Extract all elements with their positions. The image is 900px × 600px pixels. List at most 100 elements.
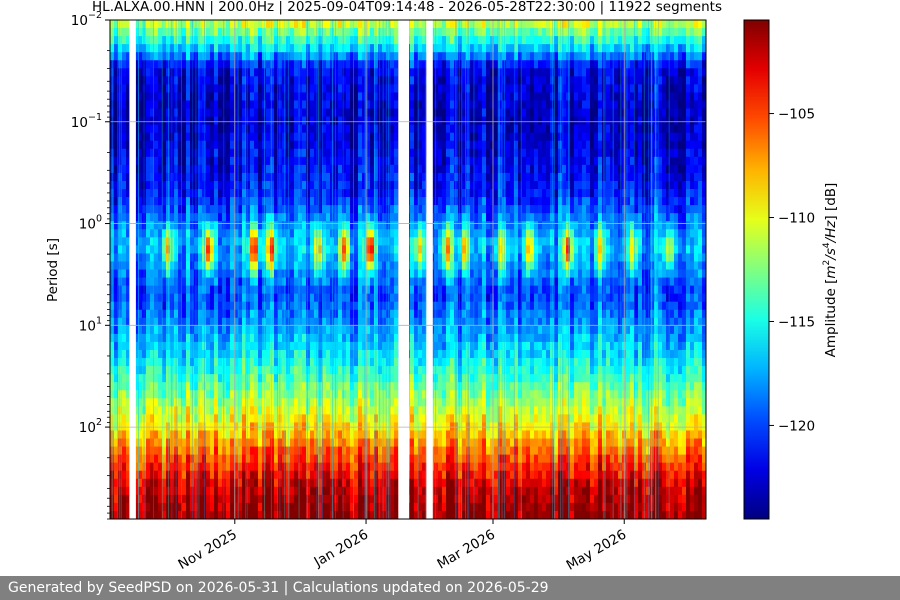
heatmap-cell <box>258 197 263 206</box>
heatmap-cell <box>250 382 255 391</box>
heatmap-cell <box>358 293 363 303</box>
heatmap-cell <box>350 197 355 206</box>
heatmap-cell <box>374 76 379 85</box>
heatmap-cell <box>258 341 263 351</box>
heatmap-cell <box>110 486 115 496</box>
heatmap-cell <box>318 374 323 383</box>
heatmap-cell <box>342 213 347 222</box>
heatmap-cell <box>206 261 211 271</box>
heatmap-cell <box>390 277 395 287</box>
heatmap-cell <box>294 253 299 263</box>
heatmap-cell <box>190 68 195 77</box>
heatmap-cell <box>162 68 167 77</box>
heatmap-cell <box>206 84 211 94</box>
heatmap-cell <box>190 124 195 134</box>
heatmap-cell <box>418 92 423 102</box>
heatmap-cell <box>170 261 175 271</box>
heatmap-cell <box>266 221 271 230</box>
heatmap-cell <box>262 140 267 150</box>
heatmap-cell <box>222 189 227 198</box>
heatmap-cell <box>286 253 291 263</box>
spectrogram-figure: HL.ALXA.00.HNN | 200.0Hz | 2025-09-04T09… <box>45 0 839 574</box>
heatmap-cell <box>274 390 279 399</box>
heatmap-cell <box>146 398 151 407</box>
heatmap-cell <box>290 398 295 407</box>
heatmap-cell <box>390 446 395 456</box>
heatmap-cell <box>154 221 159 230</box>
heatmap-cell <box>206 406 211 415</box>
heatmap-cell <box>178 229 183 238</box>
heatmap-cell <box>262 180 267 190</box>
heatmap-cell <box>266 189 271 198</box>
heatmap-cell <box>382 269 387 279</box>
heatmap-cell <box>414 60 419 69</box>
heatmap-cell <box>190 60 195 69</box>
heatmap-cell <box>118 301 123 311</box>
heatmap-cell <box>234 237 239 246</box>
heatmap-cell <box>306 261 311 271</box>
heatmap-cell <box>390 245 395 254</box>
heatmap-cell <box>414 180 419 190</box>
heatmap-cell <box>126 92 131 102</box>
heatmap-cell <box>270 317 275 327</box>
heatmap-cell <box>174 398 179 407</box>
heatmap-cell <box>314 205 319 214</box>
heatmap-cell <box>122 60 127 69</box>
heatmap-cell <box>186 486 191 496</box>
heatmap-cell <box>118 430 123 440</box>
heatmap-cell <box>154 317 159 327</box>
heatmap-cell <box>394 494 399 504</box>
heatmap-cell <box>250 229 255 238</box>
heatmap-cell <box>246 398 251 407</box>
heatmap-cell <box>338 293 343 303</box>
heatmap-cell <box>250 76 255 85</box>
heatmap-cell <box>366 277 371 287</box>
heatmap-cell <box>274 108 279 118</box>
heatmap-cell <box>286 414 291 424</box>
heatmap-cell <box>354 374 359 383</box>
heatmap-cell <box>202 44 207 53</box>
heatmap-cell <box>394 374 399 383</box>
heatmap-cell <box>282 430 287 440</box>
heatmap-cell <box>214 164 219 174</box>
heatmap-cell <box>158 478 163 488</box>
heatmap-cell <box>386 164 391 174</box>
heatmap-cell <box>194 28 199 37</box>
heatmap-cell <box>326 341 331 351</box>
heatmap-cell <box>314 20 319 29</box>
heatmap-cell <box>318 333 323 343</box>
heatmap-cell <box>234 148 239 158</box>
heatmap-cell <box>254 494 259 504</box>
heatmap-cell <box>330 253 335 263</box>
heatmap-cell <box>174 269 179 279</box>
heatmap-cell <box>206 124 211 134</box>
heatmap-cell <box>350 438 355 448</box>
heatmap-cell <box>266 430 271 440</box>
heatmap-cell <box>362 261 367 271</box>
heatmap-cell <box>422 277 427 287</box>
heatmap-cell <box>250 277 255 287</box>
heatmap-cell <box>390 189 395 198</box>
heatmap-cell <box>222 494 227 504</box>
heatmap-cell <box>414 285 419 295</box>
heatmap-cell <box>290 124 295 134</box>
heatmap-cell <box>298 510 303 519</box>
heatmap-cell <box>290 100 295 110</box>
heatmap-cell <box>394 52 399 61</box>
heatmap-cell <box>302 374 307 383</box>
heatmap-cell <box>198 205 203 214</box>
heatmap-cell <box>274 100 279 110</box>
heatmap-cell <box>242 510 247 519</box>
heatmap-cell <box>294 486 299 496</box>
heatmap-cell <box>358 406 363 415</box>
heatmap-cell <box>134 285 139 295</box>
heatmap-cell <box>210 229 215 238</box>
heatmap-cell <box>222 333 227 343</box>
heatmap-cell <box>390 317 395 327</box>
heatmap-cell <box>206 148 211 158</box>
heatmap-cell <box>138 221 143 230</box>
heatmap-cell <box>322 454 327 464</box>
heatmap-cell <box>234 172 239 182</box>
heatmap-cell <box>194 253 199 263</box>
heatmap-cell <box>334 253 339 263</box>
